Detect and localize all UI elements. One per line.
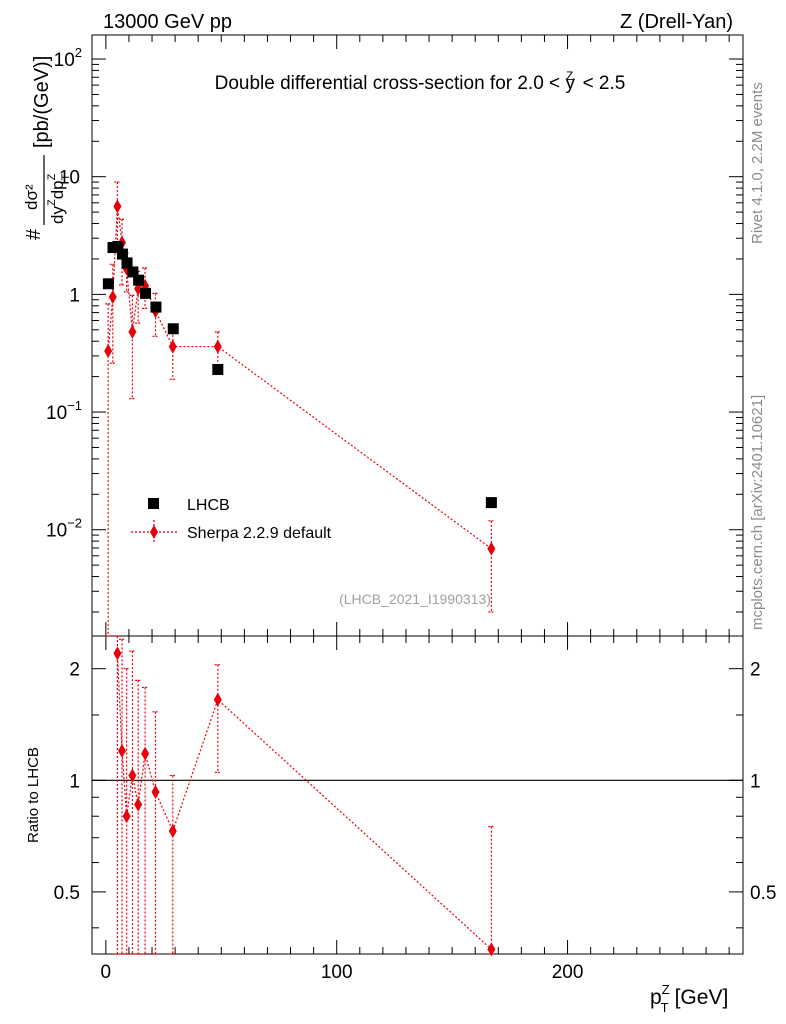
data-point (102, 278, 114, 290)
mc-main-point (168, 339, 177, 354)
mc-main-line (107, 206, 492, 550)
mc-ratio-point (168, 823, 177, 838)
legend: LHCB Sherpa 2.2.9 default (131, 497, 332, 544)
ratio-y-tick-label-left: 0.5 (54, 883, 80, 904)
mc-main-point (213, 339, 222, 354)
ratio-y-tick-label-right: 1 (750, 771, 761, 792)
header-right: Z (Drell-Yan) (620, 11, 733, 33)
mc-main-point (113, 199, 122, 214)
legend-data-label: LHCB (187, 497, 230, 514)
data-point (112, 241, 124, 253)
ratio-y-axis: 2 2 1 1 0.5 0.5 (54, 660, 776, 929)
main-y-label-num: dσ² (22, 184, 41, 210)
ratio-y-label: Ratio to LHCB (25, 747, 42, 843)
x-axis-label: pZ T [GeV] (650, 982, 728, 1015)
mc-ratio-point (141, 746, 150, 761)
data-point (133, 274, 145, 286)
ratio-y-tick-label-right: 2 (750, 660, 761, 681)
ratio-y-tick-label-left: 1 (69, 771, 80, 792)
main-y-tick-label: 1 (69, 285, 80, 306)
data-point (116, 248, 128, 260)
x-axis: 0 100 200 (101, 35, 730, 983)
mc-ratio-point (128, 768, 137, 783)
header-left: 13000 GeV pp (103, 11, 232, 33)
mc-ratio-point (113, 646, 122, 661)
main-y-tick-label: 10−2 (46, 516, 82, 542)
mc-ratio-point (151, 784, 160, 799)
x-tick-label: 0 (101, 962, 112, 983)
ratio-y-tick-label-right: 0.5 (750, 883, 776, 904)
mc-main-point (104, 344, 113, 359)
mc-ratio-line (116, 653, 492, 950)
legend-mc-label: Sherpa 2.2.9 default (187, 525, 332, 542)
rivet-version: Rivet 4.1.0, 2.2M events (749, 82, 766, 244)
mc-ratio-point (122, 809, 131, 824)
legend-mc-marker (150, 525, 158, 539)
data-point (150, 301, 162, 313)
main-y-tick-label: 10 (59, 168, 80, 189)
legend-data-marker (148, 498, 159, 509)
plot-title: Double differential cross-section for 2.… (215, 69, 626, 94)
analysis-id: (LHCB_2021_I1990313) (339, 591, 491, 607)
main-y-tick-label: 10−1 (46, 398, 82, 424)
mc-ratio-point (213, 692, 222, 707)
x-tick-label: 100 (321, 962, 353, 983)
data-series-main (102, 241, 497, 509)
mc-main-point (108, 289, 117, 304)
ratio-y-tick-label-left: 2 (69, 660, 80, 681)
mc-ratio-point (134, 797, 143, 812)
main-y-tick-label: 102 (54, 45, 82, 71)
ratio-plot-frame (91, 635, 744, 955)
data-point (485, 497, 497, 509)
main-plot-frame (91, 34, 744, 637)
data-point (140, 287, 152, 299)
main-y-label: # dσ² dyZdpZ T [pb/(GeV)] (22, 56, 72, 240)
main-y-axis: 102 10 1 10−1 10−2 (46, 45, 743, 613)
main-y-label-unit: [pb/(GeV)] (31, 56, 53, 148)
mc-series-ratio (113, 635, 496, 957)
mcplots-credit: mcplots.cern.ch [arXiv:2401.10621] (749, 395, 766, 630)
mc-main-point (487, 541, 496, 556)
main-y-label-den: dyZdpZ T (46, 173, 72, 224)
mc-ratio-point (487, 942, 496, 957)
mc-ratio-point (118, 743, 127, 758)
data-point (167, 323, 179, 335)
data-point (127, 266, 139, 278)
mc-series-main (104, 181, 496, 637)
main-y-label-hash: # (23, 228, 45, 240)
data-point (121, 257, 133, 269)
mc-main-point (128, 324, 137, 339)
data-point (212, 363, 224, 375)
x-tick-label: 200 (552, 962, 584, 983)
